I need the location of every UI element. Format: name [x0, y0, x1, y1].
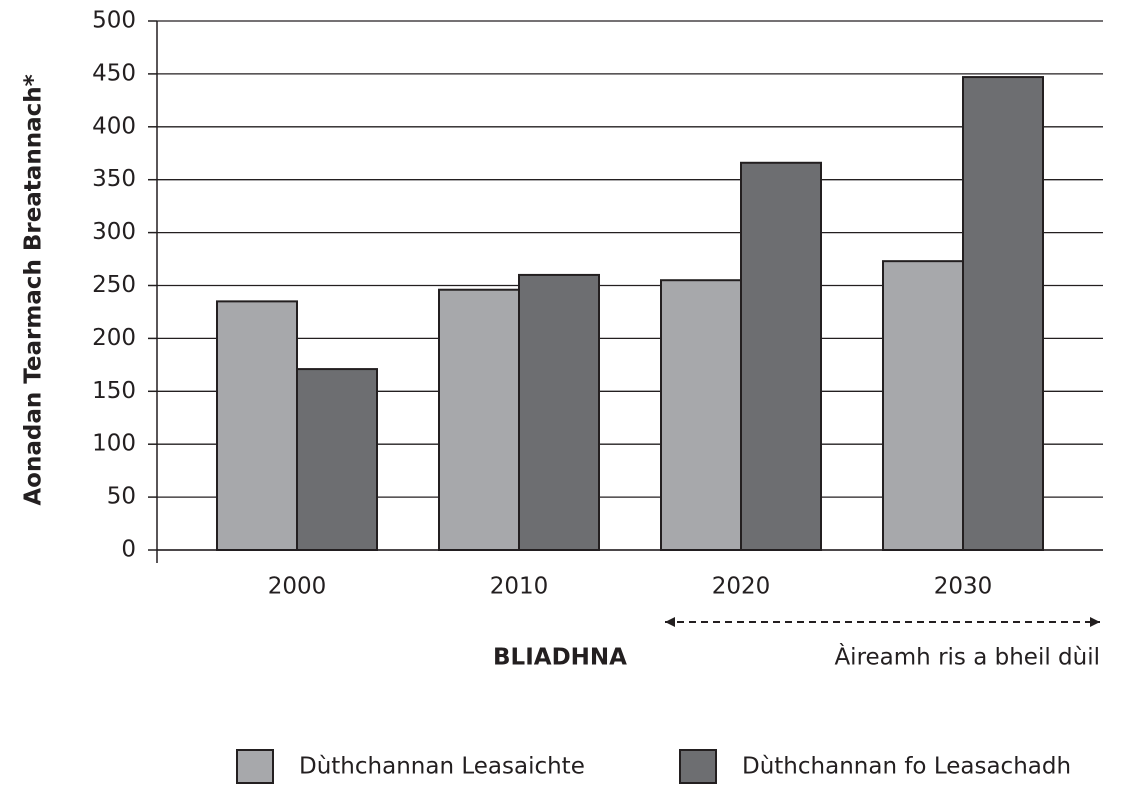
bar [518, 273, 600, 551]
y-tick-label: 350 [92, 166, 136, 192]
y-tick-label: 400 [92, 113, 136, 139]
legend-label: Dùthchannan fo Leasachadh [742, 754, 1071, 780]
x-axis-label: BLIADHNA [493, 645, 627, 671]
y-tick-label: 150 [92, 378, 136, 404]
y-tick-label: 200 [92, 325, 136, 351]
x-tick-label: 2010 [490, 574, 549, 600]
y-tick-label: 450 [92, 60, 136, 86]
y-tick-label: 500 [92, 8, 136, 34]
y-tick-label: 0 [121, 537, 136, 563]
x-tick-label: 2000 [268, 574, 327, 600]
annotation: Àireamh ris a bheil dùil [834, 643, 1100, 671]
y-tick-label: 250 [92, 272, 136, 298]
bar [740, 161, 822, 551]
bar [882, 260, 964, 551]
bar [660, 279, 742, 551]
bar [962, 76, 1044, 551]
x-tick-label: 2020 [712, 574, 771, 600]
y-tick-label: 300 [92, 219, 136, 245]
x-tick-label: 2030 [934, 574, 993, 600]
legend-swatch [236, 749, 274, 784]
bar [216, 300, 298, 551]
bar [296, 368, 378, 551]
legend-label: Dùthchannan Leasaichte [299, 754, 585, 780]
y-tick-label: 50 [107, 484, 136, 510]
y-axis-label: Aonadan Tearmach Breatannach* [21, 74, 47, 505]
bar [438, 288, 520, 551]
y-tick-label: 100 [92, 431, 136, 457]
legend-swatch [679, 749, 717, 784]
